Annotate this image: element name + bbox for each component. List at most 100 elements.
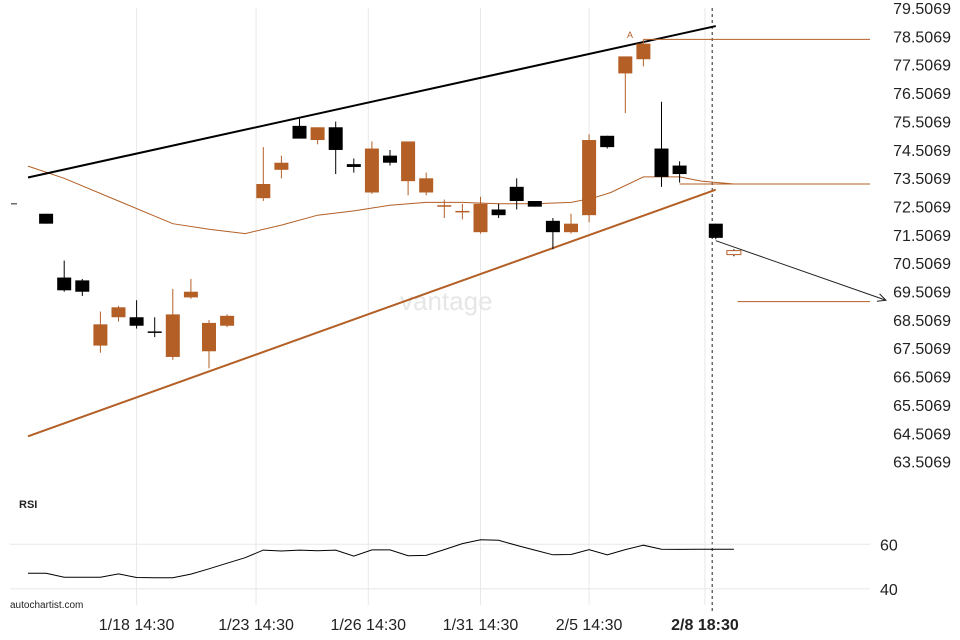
candle-body (346, 164, 361, 167)
price-tick-label: 77.5069 (893, 58, 951, 75)
candle-body (618, 56, 633, 74)
candle-body (726, 250, 742, 256)
candle (310, 127, 325, 145)
price-tick-label: 69.5069 (893, 285, 951, 302)
candle-body (111, 307, 126, 318)
candle-body (183, 291, 198, 298)
pattern-overlays (11, 8, 888, 612)
candle (165, 288, 180, 360)
resistance-line (27, 25, 717, 179)
price-tick-label: 70.5069 (893, 256, 951, 273)
candle-body (708, 223, 723, 238)
candle (57, 260, 72, 292)
rsi-panel: RSI 60 40 (10, 499, 898, 599)
candle (509, 178, 524, 210)
candle (636, 39, 651, 67)
candle-body (57, 277, 72, 291)
candle-body (274, 162, 289, 170)
candle (346, 158, 361, 173)
support-line (27, 188, 717, 438)
candle-body (39, 213, 54, 224)
time-tick-label: 1/23 14:30 (218, 617, 294, 634)
grid-lines (136, 8, 706, 605)
time-axis: 1/18 14:30 1/23 14:30 1/26 14:30 1/31 14:30… (99, 617, 739, 634)
candle (111, 305, 126, 322)
candle (401, 141, 416, 196)
candle-body (256, 183, 271, 199)
candle (129, 300, 144, 329)
candle (202, 320, 216, 369)
time-tick-label: 2/5 14:30 (556, 617, 623, 634)
candle-body (383, 155, 397, 163)
candle (582, 134, 597, 223)
candle-body (75, 280, 90, 292)
price-tick-label: 68.5069 (893, 313, 951, 330)
candle (364, 141, 379, 194)
rsi-tick-label: 40 (880, 582, 898, 599)
price-tick-label: 75.5069 (893, 114, 951, 131)
candle-body (672, 165, 687, 175)
candle (455, 203, 470, 220)
candle (473, 196, 488, 234)
price-tick-label: 76.5069 (893, 86, 951, 103)
price-tick-label: 78.5069 (893, 29, 951, 46)
rsi-line (28, 539, 734, 579)
candle-body (401, 141, 416, 182)
price-tick-label: 71.5069 (893, 228, 951, 245)
candle (545, 218, 560, 250)
price-tick-label: 65.5069 (893, 398, 951, 415)
candle-body (147, 331, 162, 333)
candle-body (202, 322, 216, 352)
time-tick-label: 1/31 14:30 (443, 617, 519, 634)
candle (383, 149, 397, 166)
candlestick-series (39, 39, 742, 369)
candle (564, 213, 578, 234)
candle-body (654, 148, 669, 177)
price-tick-label: 66.5069 (893, 370, 951, 387)
candle (618, 56, 633, 114)
candle-body (564, 223, 578, 233)
candle-body (310, 127, 325, 141)
candle-body (636, 43, 651, 60)
time-tick-label: 2/8 18:30 (671, 617, 739, 634)
candle-body (292, 125, 307, 139)
candle (75, 278, 90, 296)
candle-body (328, 127, 343, 150)
candle (419, 172, 434, 196)
price-tick-label: 79.5069 (893, 1, 951, 18)
candle-body (491, 209, 506, 216)
candle (39, 213, 54, 224)
moving-average-line (27, 165, 734, 235)
candle-body (93, 324, 108, 346)
rsi-title: RSI (19, 499, 37, 511)
candle-body (220, 315, 235, 326)
pattern-point-label: A (627, 30, 633, 40)
forecast-arrow-line (715, 240, 887, 301)
candle (93, 311, 108, 353)
candle (328, 121, 343, 175)
candle-body (437, 205, 452, 207)
price-tick-label: 73.5069 (893, 171, 951, 188)
time-tick-label: 1/26 14:30 (330, 617, 406, 634)
candle (654, 101, 669, 187)
price-tick-label: 74.5069 (893, 143, 951, 160)
candle-body (527, 200, 542, 207)
rsi-tick-label: 60 (880, 537, 898, 554)
candle (292, 118, 307, 139)
candle (437, 199, 452, 219)
candle (220, 314, 235, 328)
candle (527, 200, 542, 207)
candle-body (455, 210, 470, 213)
candle-body (582, 140, 597, 216)
candle (708, 223, 723, 240)
watermark-text: vantage (400, 286, 493, 316)
candle-body (545, 220, 560, 233)
candle-body (473, 203, 488, 233)
forecast-arrow-head (876, 293, 888, 302)
candle (600, 135, 615, 149)
candle-body (509, 186, 524, 201)
candle (147, 317, 162, 338)
price-tick-label: 63.5069 (893, 455, 951, 472)
candle-body (364, 148, 379, 193)
